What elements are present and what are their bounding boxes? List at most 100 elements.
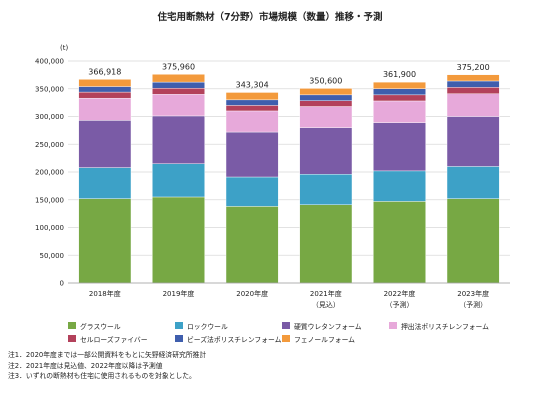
bar-segment — [225, 176, 279, 207]
bar-segment — [225, 92, 279, 101]
footnotes: 注1．2020年度までは一部公開資料をもとに矢野経済研究所推計 注2．2021年… — [8, 350, 206, 382]
legend-swatch — [175, 335, 183, 342]
bar-segment — [373, 94, 426, 102]
x-tick-label: 2021年度 — [310, 289, 342, 298]
bar-segment — [225, 110, 279, 133]
total-label: 375,960 — [162, 62, 195, 71]
legend-label: ロックウール — [187, 322, 228, 331]
bar-segment — [152, 115, 205, 164]
bar-segment — [446, 87, 500, 94]
bar-segment — [446, 116, 500, 167]
bar-segment — [78, 97, 132, 121]
legend-label: グラスウール — [80, 322, 121, 331]
bars — [78, 74, 500, 284]
bar-segment — [373, 88, 426, 96]
legend-item: セルローズファイバー — [68, 333, 175, 344]
y-tick-label: 300,000 — [35, 113, 64, 121]
chart-title: 住宅用断熱材（7分野）市場規模（数量）推移・予測 — [157, 11, 382, 23]
bar-segment — [299, 127, 353, 175]
total-label: 375,200 — [457, 63, 490, 72]
x-tick-note: （見込） — [312, 300, 340, 309]
legend-label: フェノールフォーム — [294, 335, 355, 344]
x-tick-label: 2019年度 — [163, 289, 195, 298]
bar-segment — [373, 122, 426, 172]
bar-segment — [373, 201, 426, 284]
bar-segment — [152, 87, 205, 95]
legend: グラスウール ロックウール 硬質ウレタンフォーム 押出法ポリスチレンフォームセルローズ… — [68, 320, 508, 346]
x-axis-categories: 2018年度 2019年度 2020年度 2021年度 （見込） 2022年度 （予測） 20… — [89, 289, 489, 309]
y-tick-label: 50,000 — [40, 252, 65, 260]
x-tick-label: 2022年度 — [384, 289, 416, 298]
bar-segment — [152, 196, 205, 284]
x-tick-label: 2018年度 — [89, 289, 121, 298]
bar-segment — [446, 198, 500, 284]
bar-segment — [78, 198, 132, 284]
legend-item: ロックウール — [175, 320, 282, 331]
x-tick-label: 2023年度 — [457, 289, 489, 298]
legend-item: 硬質ウレタンフォーム — [282, 320, 389, 331]
y-tick-label: 400,000 — [35, 58, 64, 66]
x-tick-note: （予測） — [386, 300, 414, 309]
x-tick-note: （予測） — [459, 300, 487, 309]
legend-swatch — [175, 322, 183, 329]
y-tick-label: 100,000 — [35, 224, 64, 232]
total-label: 361,900 — [383, 70, 416, 79]
gridlines — [68, 60, 510, 256]
bar-segment — [152, 81, 205, 89]
footnote-1: 注1．2020年度までは一部公開資料をもとに矢野経済研究所推計 — [8, 351, 207, 359]
bar-segment — [299, 174, 353, 205]
legend-row: セルローズファイバー ビーズ法ポリスチレンフォーム フェノールフォーム — [68, 333, 508, 344]
legend-swatch — [68, 335, 76, 342]
legend-swatch — [389, 322, 397, 329]
footnote-3: 注3．いずれの断熱材も住宅に使用されるものを対象とした。 — [8, 372, 196, 380]
bar-segment — [78, 167, 132, 199]
legend-swatch — [68, 322, 76, 329]
bar-segment — [225, 99, 279, 106]
legend-label: 硬質ウレタンフォーム — [294, 322, 362, 331]
legend-item: 押出法ポリスチレンフォーム — [389, 320, 496, 331]
legend-item: ビーズ法ポリスチレンフォーム — [175, 333, 282, 344]
legend-row: グラスウール ロックウール 硬質ウレタンフォーム 押出法ポリスチレンフォーム — [68, 320, 508, 331]
y-tick-label: 150,000 — [35, 196, 64, 204]
y-axis-unit: (t) — [60, 44, 68, 52]
bar-segment — [299, 106, 353, 128]
total-labels: 366,918 375,960 343,304 350,600 361,900 375,2… — [88, 62, 489, 89]
legend-label: 押出法ポリスチレンフォーム — [401, 322, 489, 331]
bar-segment — [78, 86, 132, 93]
bar-segment — [373, 100, 426, 123]
bar-segment — [152, 163, 205, 198]
x-tick-label: 2020年度 — [236, 289, 268, 298]
legend-swatch — [282, 335, 290, 342]
legend-item: フェノールフォーム — [282, 333, 389, 344]
bar-segment — [446, 80, 500, 88]
bar-segment — [78, 120, 132, 168]
footnote-2: 注2．2021年度は見込値、2022年度以降は予測値 — [8, 361, 163, 370]
legend-item: グラスウール — [68, 320, 175, 331]
bar-segment — [373, 81, 426, 89]
y-axis-ticks: 0 50,000 100,000 150,000 200,000 250,000 300,0… — [35, 58, 64, 288]
legend-label: ビーズ法ポリスチレンフォーム — [187, 335, 282, 344]
bar-segment — [446, 74, 500, 82]
legend-swatch — [282, 322, 290, 329]
bar-segment — [152, 94, 205, 117]
bar-segment — [446, 93, 500, 117]
y-tick-label: 250,000 — [35, 141, 64, 149]
bar-segment — [299, 204, 353, 284]
total-label: 366,918 — [88, 67, 121, 76]
bar-segment — [225, 105, 279, 112]
bar-segment — [225, 206, 279, 284]
y-tick-label: 350,000 — [35, 85, 64, 93]
bar-segment — [78, 91, 132, 99]
bar-segment — [152, 74, 205, 83]
bar-segment — [299, 88, 353, 96]
chart: 住宅用断熱材（7分野）市場規模（数量）推移・予測 (t) 0 50,000 100,… — [35, 11, 510, 309]
bar-segment — [225, 131, 279, 178]
total-label: 343,304 — [236, 80, 269, 89]
bar-segment — [373, 170, 426, 202]
bar-segment — [299, 100, 353, 107]
total-label: 350,600 — [309, 76, 342, 85]
bar-segment — [299, 94, 353, 101]
legend-label: セルローズファイバー — [80, 335, 148, 344]
y-tick-label: 200,000 — [35, 169, 64, 177]
y-tick-label: 0 — [60, 280, 64, 288]
